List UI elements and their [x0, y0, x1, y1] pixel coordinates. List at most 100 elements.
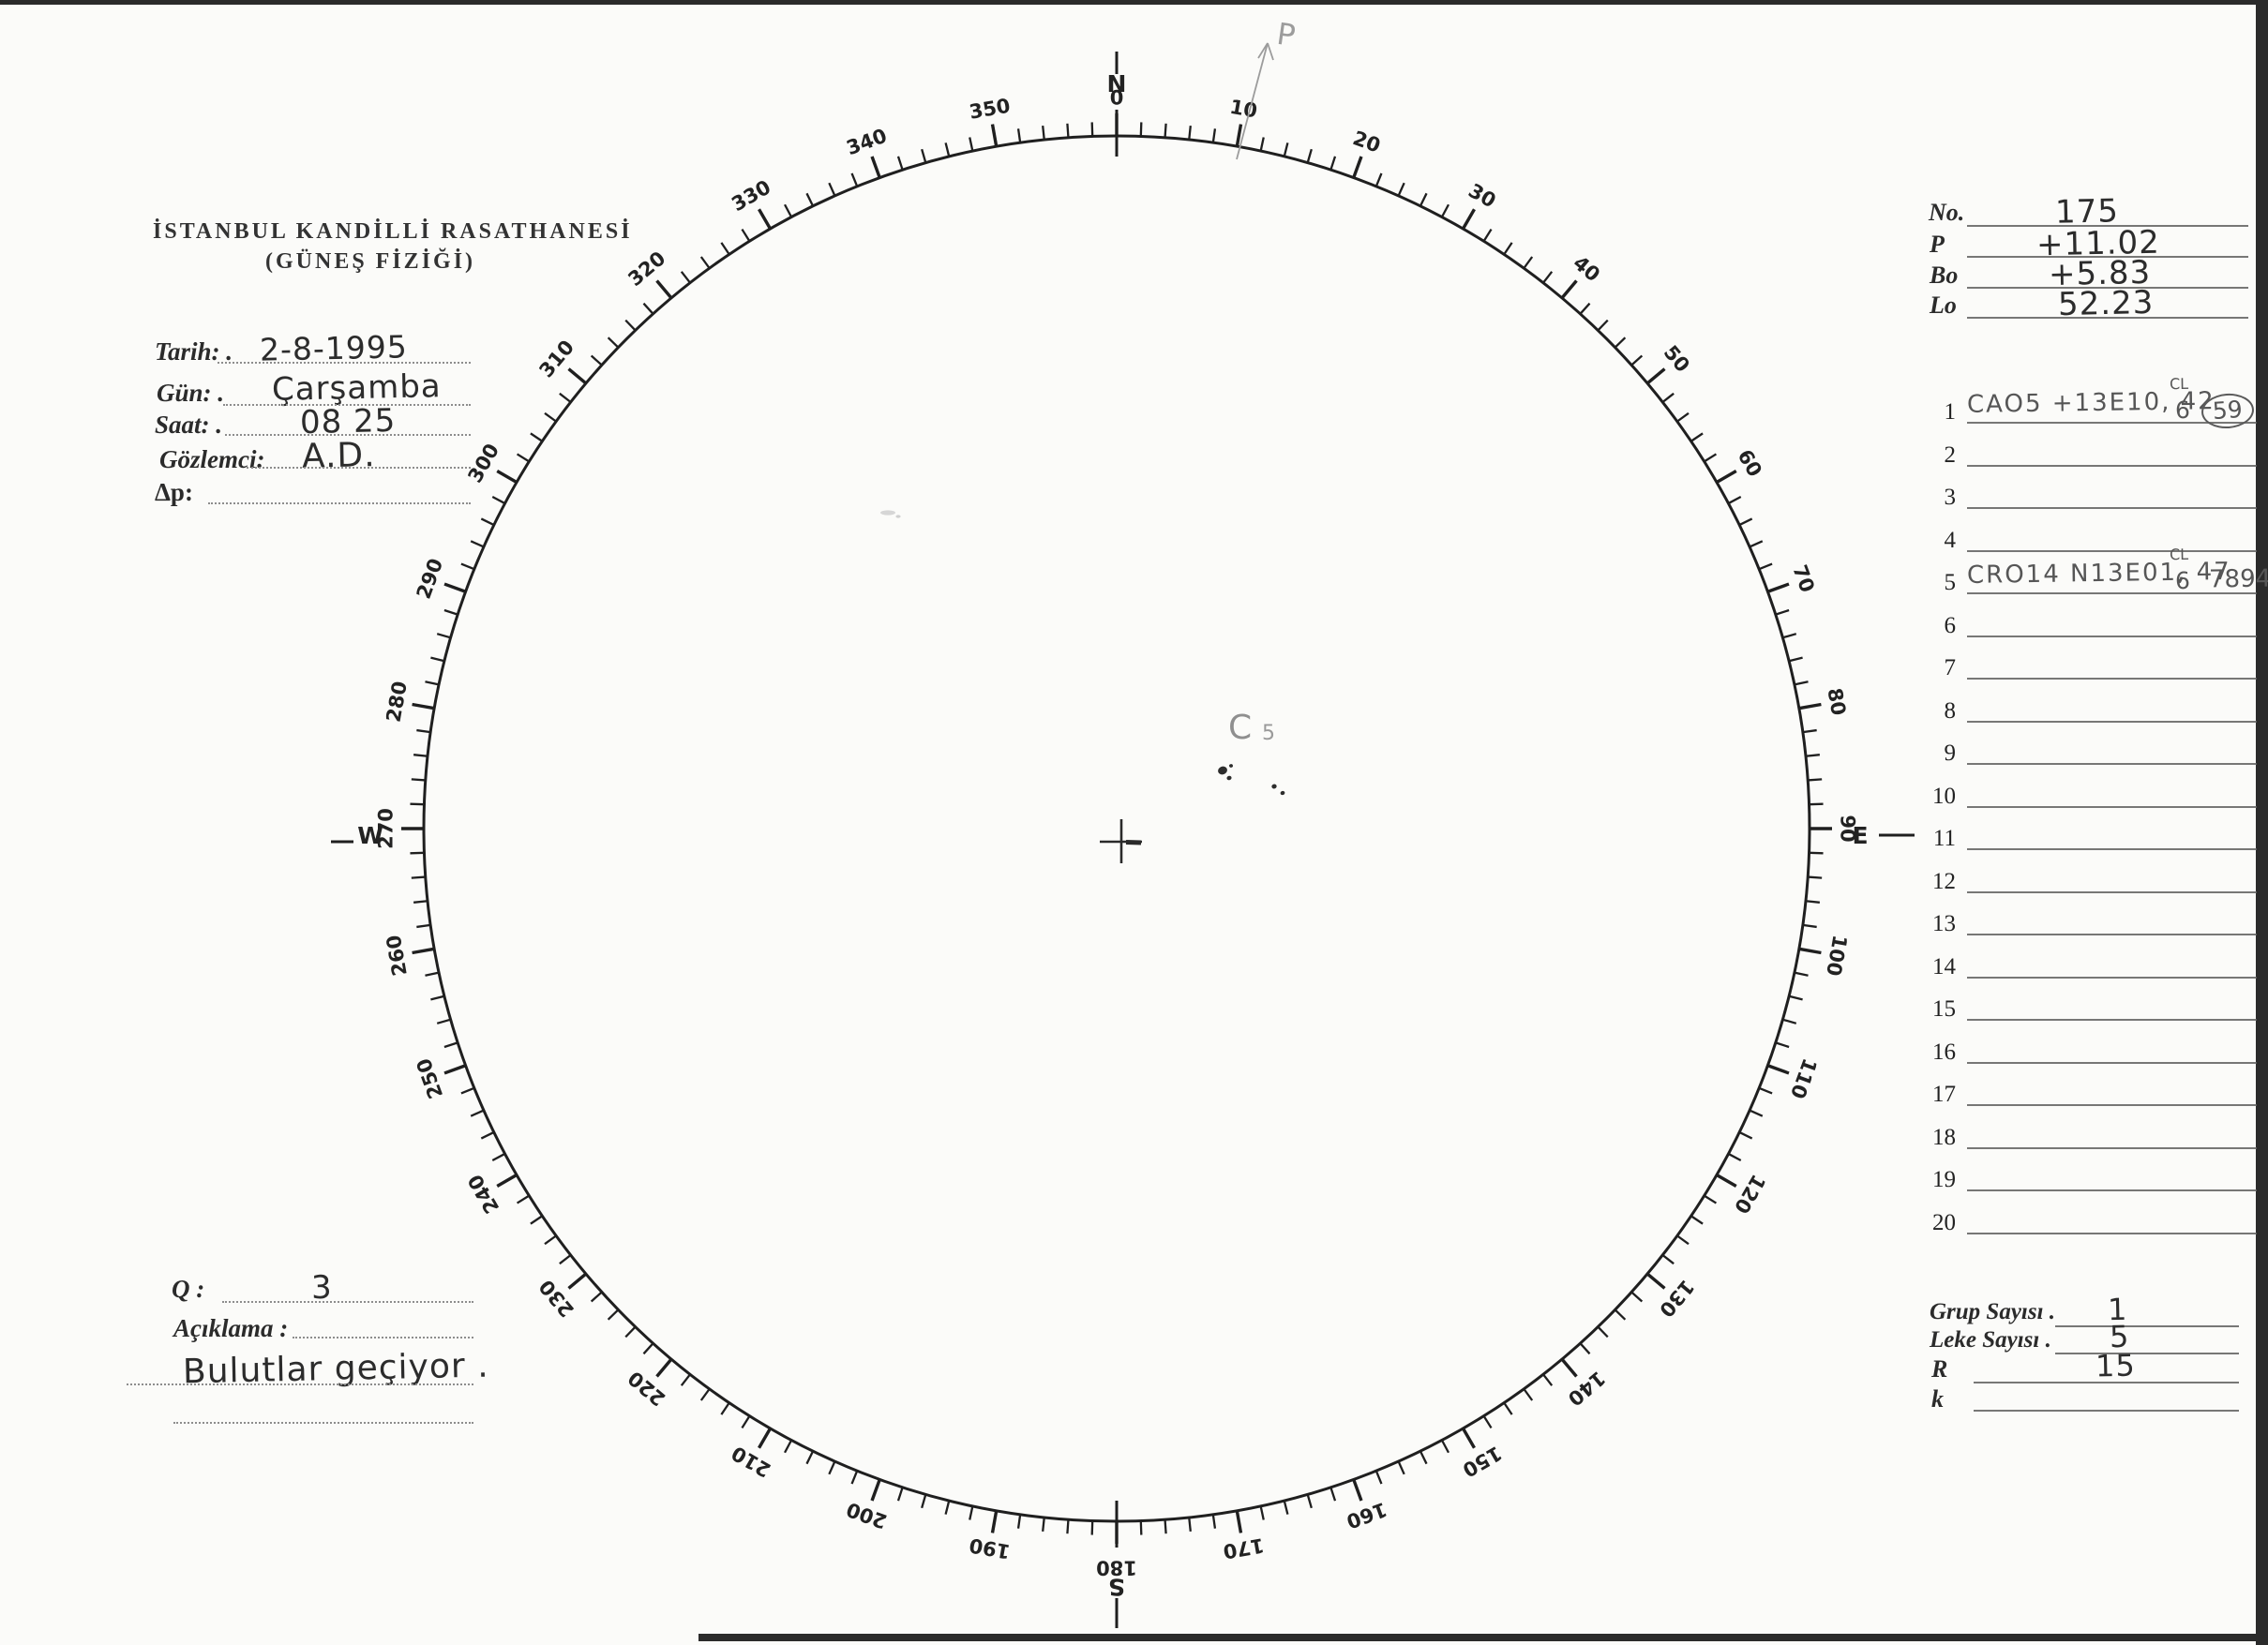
list-row-line [1967, 549, 2257, 552]
group-entry-superscript: CL [2169, 374, 2189, 394]
list-row-line [1967, 507, 2257, 509]
list-row-number: 18 [1932, 1124, 1956, 1150]
degree-tick [870, 156, 881, 179]
degree-label: 120 [1730, 1171, 1770, 1218]
degree-label: 260 [383, 934, 412, 978]
degree-label: 200 [844, 1498, 890, 1533]
delta-p-line [208, 502, 471, 504]
degree-tick [828, 1460, 836, 1475]
degree-tick [1676, 1234, 1690, 1246]
cardinal-letter: S [1108, 1573, 1125, 1600]
degree-tick [1188, 126, 1192, 141]
degree-tick [850, 1470, 859, 1485]
degree-tick [1259, 1505, 1265, 1520]
degree-tick [496, 1174, 518, 1188]
degree-tick [412, 947, 435, 955]
list-row-line [1967, 763, 2257, 765]
degree-tick [1704, 453, 1718, 463]
degree-tick [491, 1152, 506, 1161]
list-row-number: 11 [1932, 826, 1956, 851]
list-row-line [1967, 678, 2257, 680]
list-row-line [1967, 976, 2257, 979]
aciklama-label: Açıklama : [173, 1314, 289, 1342]
degree-label: 220 [623, 1367, 669, 1411]
lo-line [1967, 317, 2248, 319]
lo-label: Lo [1930, 292, 1957, 319]
degree-tick [1462, 208, 1476, 230]
degree-tick [921, 1494, 927, 1509]
degree-tick [1716, 470, 1737, 484]
degree-tick [1646, 367, 1666, 385]
list-row-number: 12 [1932, 868, 1956, 894]
degree-tick [1283, 142, 1289, 157]
note-line-1 [127, 1383, 473, 1385]
degree-label: 190 [968, 1533, 1012, 1563]
degree-label: 130 [1655, 1276, 1699, 1322]
group-entry-count: 6 [2174, 396, 2191, 425]
degree-tick [443, 582, 467, 593]
degree-tick [411, 875, 426, 879]
pole-arrow-head [1257, 42, 1269, 59]
group-entry-count: 6 [2174, 566, 2191, 595]
degree-tick [699, 256, 711, 269]
degree-tick [1758, 1086, 1773, 1095]
degree-label: 270 [374, 808, 397, 849]
degree-tick [944, 142, 951, 157]
list-row-number: 14 [1932, 953, 1956, 980]
degree-label: 150 [1459, 1442, 1506, 1482]
degree-tick [1809, 802, 1824, 806]
degree-tick [1782, 633, 1797, 639]
degree-tick [416, 728, 431, 734]
degree-label: 180 [1096, 1557, 1137, 1579]
degree-tick [410, 802, 425, 806]
degree-label: 330 [728, 175, 774, 216]
sunspot [1226, 775, 1232, 781]
pencil-smudge [880, 510, 895, 516]
degree-tick [1805, 754, 1820, 757]
list-row-line [1967, 1019, 2257, 1021]
list-row-number: 4 [1944, 527, 1957, 553]
degree-tick [1676, 411, 1690, 423]
degree-tick [1397, 182, 1405, 197]
degree-tick [1749, 1109, 1764, 1117]
degree-tick [1579, 302, 1591, 315]
degree-tick [828, 182, 836, 197]
list-row-number: 2 [1944, 441, 1957, 468]
degree-tick [1794, 971, 1809, 977]
degree-tick [1164, 1519, 1167, 1534]
list-row-line [1967, 848, 2257, 850]
group-entry-text: CRO14 N13E01, 47 [1966, 558, 2231, 590]
degree-tick [1802, 728, 1817, 734]
degree-tick [1283, 1500, 1289, 1515]
degree-tick [1235, 1510, 1243, 1533]
bo-label: Bo [1930, 262, 1959, 289]
degree-tick [1066, 123, 1070, 138]
degree-tick [642, 1342, 654, 1355]
degree-tick [1805, 900, 1820, 904]
degree-tick [1661, 1254, 1675, 1265]
degree-tick [1306, 148, 1313, 163]
degree-label: 50 [1660, 341, 1694, 377]
degree-tick [411, 778, 426, 782]
list-row-line [1967, 1146, 2257, 1149]
list-row-number: 7 [1944, 655, 1957, 680]
k-line [1974, 1410, 2239, 1412]
degree-tick [1775, 608, 1790, 616]
list-row-number: 17 [1932, 1082, 1956, 1107]
degree-tick [480, 517, 495, 527]
degree-tick [1440, 203, 1449, 218]
list-row-number: 20 [1932, 1209, 1956, 1235]
degree-tick [544, 411, 557, 423]
degree-tick [1766, 1064, 1790, 1075]
degree-tick [896, 156, 904, 171]
degree-tick [1016, 1514, 1022, 1529]
degree-tick [516, 1194, 530, 1204]
degree-tick [1597, 319, 1609, 332]
degree-tick [1808, 778, 1823, 782]
degree-tick [741, 228, 751, 242]
degree-tick [784, 203, 793, 218]
degree-tick [1259, 137, 1265, 152]
degree-tick [567, 367, 587, 385]
degree-tick [870, 1478, 881, 1502]
